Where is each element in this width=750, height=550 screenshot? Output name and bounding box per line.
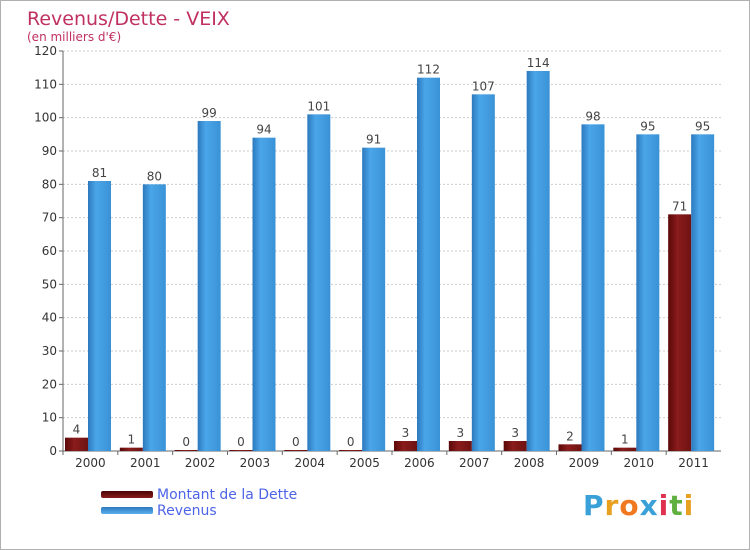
- bar-dette-2007: [448, 441, 472, 451]
- y-tick-label: 20: [42, 377, 57, 391]
- x-tick-label: 2010: [623, 456, 654, 470]
- bar-revenus-2001: [142, 184, 166, 452]
- data-label-dette: 3: [511, 426, 519, 440]
- bar-dette-2006: [394, 441, 417, 451]
- logo-letter: r: [604, 489, 620, 522]
- x-tick-label: 2001: [130, 456, 161, 470]
- data-label-dette: 71: [672, 199, 687, 213]
- logo-letter: i: [658, 489, 670, 522]
- data-label-dette: 2: [566, 429, 574, 443]
- x-tick-label: 2002: [185, 456, 216, 470]
- legend-label-dette: Montant de la Dette: [157, 487, 298, 503]
- data-label-dette: 1: [128, 433, 136, 447]
- data-label-dette: 3: [402, 426, 410, 440]
- y-tick-label: 70: [42, 211, 57, 225]
- logo-letter: i: [683, 489, 695, 522]
- y-tick-label: 100: [34, 111, 57, 125]
- y-tick-label: 30: [42, 344, 57, 358]
- x-tick-label: 2011: [678, 456, 709, 470]
- bar-dette-2001: [119, 447, 143, 451]
- x-tick-label: 2007: [459, 456, 490, 470]
- bar-revenus-2002: [197, 121, 221, 451]
- bar-revenus-2009: [581, 124, 605, 451]
- data-labels-layer: 4 81 1 80 0 99 0 94 0 101 0 91 3 112 3 107 3 114 2 98 1 95 71 9…: [73, 56, 711, 449]
- proxiti-logo: Proxiti: [583, 489, 694, 522]
- bar-revenus-2005: [362, 147, 386, 451]
- bar-dette-2011: [668, 214, 692, 451]
- x-tick-label: 2000: [75, 456, 106, 470]
- logo-letter: o: [619, 489, 640, 522]
- bar-dette-2003: [229, 450, 253, 451]
- data-label-dette: 1: [621, 433, 629, 447]
- data-label-revenus: 114: [527, 56, 550, 70]
- data-label-dette: 0: [182, 435, 190, 449]
- bar-revenus-2003: [252, 137, 276, 451]
- chart-subtitle: (en milliers d'€): [27, 30, 121, 44]
- data-label-revenus: 98: [585, 109, 600, 123]
- bar-revenus-2004: [307, 114, 331, 451]
- data-label-revenus: 112: [417, 63, 440, 77]
- bar-revenus-2007: [471, 94, 495, 451]
- logo-letter: x: [639, 489, 659, 522]
- data-label-revenus: 95: [640, 119, 655, 133]
- logo-letter: t: [669, 489, 684, 522]
- data-label-revenus: 95: [695, 119, 710, 133]
- x-tick-label: 2009: [569, 456, 600, 470]
- data-label-revenus: 81: [92, 166, 107, 180]
- data-label-dette: 0: [347, 435, 355, 449]
- bar-dette-2008: [503, 441, 527, 451]
- data-label-dette: 0: [292, 435, 300, 449]
- x-tick-label: 2004: [294, 456, 325, 470]
- data-label-revenus: 91: [366, 133, 381, 147]
- bar-dette-2004: [284, 450, 308, 451]
- y-tick-label: 80: [42, 177, 57, 191]
- x-tick-label: 2005: [349, 456, 380, 470]
- bar-dette-2000: [65, 437, 88, 451]
- x-tick-label: 2008: [514, 456, 545, 470]
- data-label-revenus: 80: [147, 169, 162, 183]
- x-tick-label: 2006: [404, 456, 435, 470]
- bar-dette-2009: [558, 444, 582, 451]
- y-tick-label: 90: [42, 144, 57, 158]
- data-label-revenus: 107: [472, 79, 495, 93]
- y-tick-label: 110: [34, 77, 57, 91]
- legend-label-revenus: Revenus: [157, 503, 217, 519]
- logo-letter: P: [583, 489, 605, 522]
- bar-dette-2002: [174, 450, 198, 451]
- bar-revenus-2010: [636, 134, 660, 452]
- legend-swatch-revenus: [101, 507, 153, 514]
- y-tick-label: 40: [42, 311, 57, 325]
- y-tick-label: 120: [34, 44, 57, 58]
- y-tick-label: 10: [42, 411, 57, 425]
- y-tick-label: 50: [42, 277, 57, 291]
- bar-revenus-2006: [417, 77, 440, 452]
- x-tick-label: 2003: [240, 456, 271, 470]
- bar-dette-2010: [613, 447, 637, 451]
- data-label-revenus: 94: [256, 123, 271, 137]
- data-label-revenus: 99: [202, 106, 217, 120]
- data-label-dette: 3: [457, 426, 465, 440]
- bars-layer: [65, 71, 715, 452]
- bar-revenus-2000: [88, 181, 111, 451]
- y-tick-label: 0: [49, 444, 57, 458]
- bar-revenus-2011: [691, 134, 715, 452]
- legend-swatch-dette: [101, 491, 153, 498]
- data-label-revenus: 101: [307, 99, 330, 113]
- y-tick-label: 60: [42, 244, 57, 258]
- bar-revenus-2008: [526, 71, 550, 451]
- grid-layer: [63, 50, 721, 452]
- data-label-dette: 0: [237, 435, 245, 449]
- bar-dette-2005: [339, 450, 363, 451]
- chart-title: Revenus/Dette - VEIX: [27, 8, 230, 30]
- data-label-dette: 4: [73, 423, 81, 437]
